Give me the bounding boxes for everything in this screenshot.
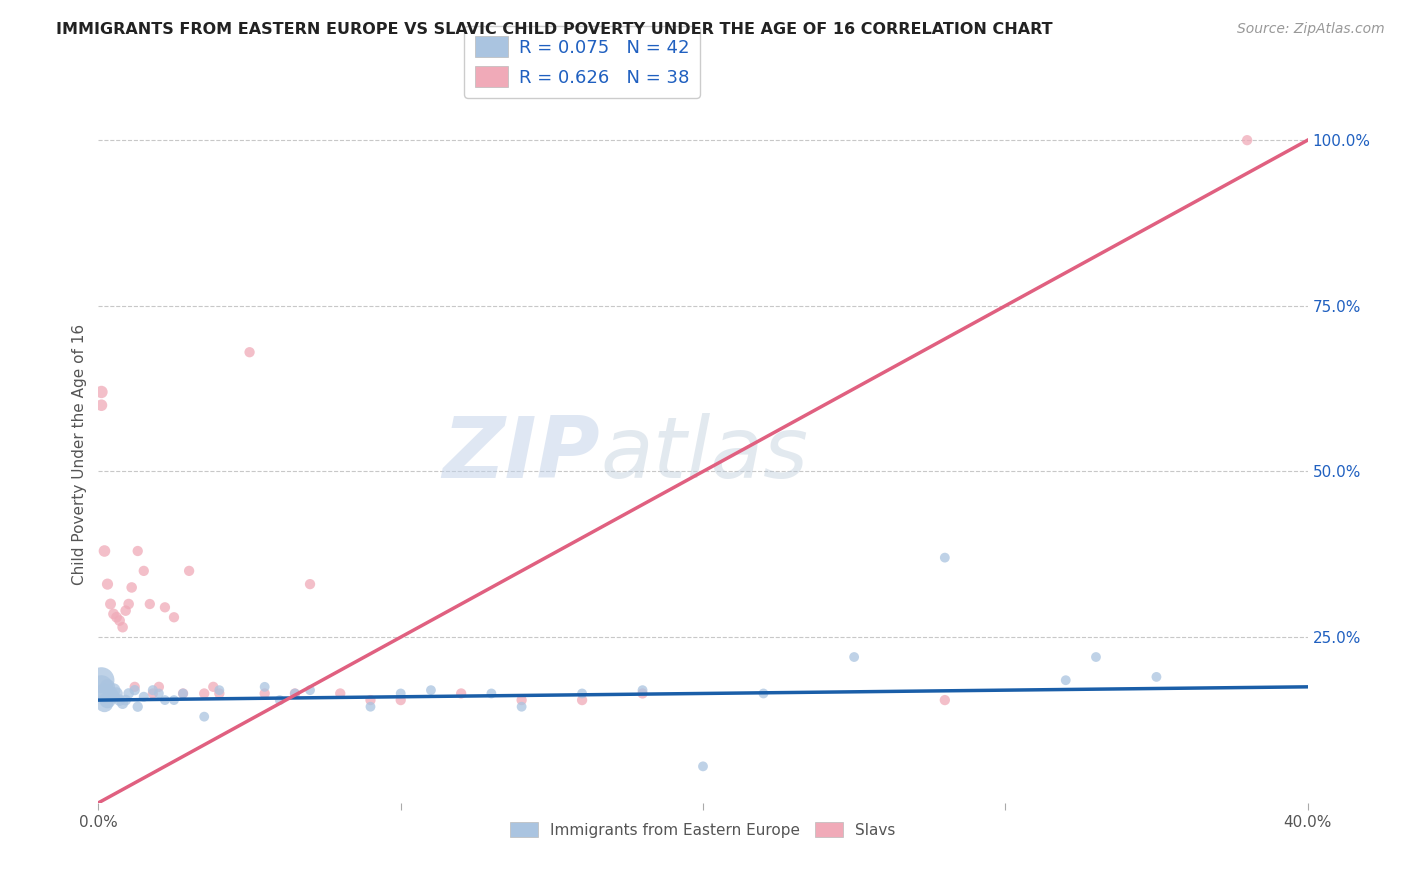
Point <box>299 577 322 591</box>
Point <box>127 699 149 714</box>
Point <box>118 686 141 700</box>
Point <box>631 686 654 700</box>
Point <box>329 686 352 700</box>
Point <box>111 620 134 634</box>
Text: ZIP: ZIP <box>443 413 600 497</box>
Point <box>132 564 155 578</box>
Point <box>172 686 194 700</box>
Text: atlas: atlas <box>600 413 808 497</box>
Point <box>111 697 134 711</box>
Point <box>108 614 131 628</box>
Point <box>100 686 122 700</box>
Point <box>108 693 131 707</box>
Point <box>148 680 170 694</box>
Point <box>389 686 412 700</box>
Point <box>93 544 115 558</box>
Point <box>389 693 412 707</box>
Point <box>90 680 112 694</box>
Point <box>90 673 112 688</box>
Point <box>844 650 866 665</box>
Point <box>148 686 170 700</box>
Point <box>121 581 143 595</box>
Point <box>127 544 149 558</box>
Point <box>510 699 533 714</box>
Point <box>692 759 714 773</box>
Point <box>103 607 125 621</box>
Point <box>360 693 382 707</box>
Point <box>934 693 956 707</box>
Point <box>481 686 503 700</box>
Point <box>202 680 225 694</box>
Point <box>253 680 276 694</box>
Point <box>179 564 201 578</box>
Point <box>139 597 162 611</box>
Point <box>193 686 215 700</box>
Point <box>132 690 155 704</box>
Point <box>105 686 128 700</box>
Text: Source: ZipAtlas.com: Source: ZipAtlas.com <box>1237 22 1385 37</box>
Point <box>93 686 115 700</box>
Point <box>103 683 125 698</box>
Point <box>253 686 276 700</box>
Point <box>752 686 775 700</box>
Point <box>1236 133 1258 147</box>
Point <box>96 680 118 694</box>
Point <box>1144 670 1167 684</box>
Point <box>114 604 136 618</box>
Point <box>208 686 231 700</box>
Point <box>934 550 956 565</box>
Point <box>93 697 115 711</box>
Point <box>631 683 654 698</box>
Point <box>142 683 165 698</box>
Point <box>450 686 472 700</box>
Point <box>284 686 307 700</box>
Point <box>100 597 122 611</box>
Point <box>118 597 141 611</box>
Text: IMMIGRANTS FROM EASTERN EUROPE VS SLAVIC CHILD POVERTY UNDER THE AGE OF 16 CORRE: IMMIGRANTS FROM EASTERN EUROPE VS SLAVIC… <box>56 22 1053 37</box>
Point <box>96 693 118 707</box>
Point <box>1054 673 1077 688</box>
Point <box>105 610 128 624</box>
Point <box>163 610 186 624</box>
Point <box>360 699 382 714</box>
Y-axis label: Child Poverty Under the Age of 16: Child Poverty Under the Age of 16 <box>72 325 87 585</box>
Point <box>208 683 231 698</box>
Point <box>153 693 176 707</box>
Point <box>510 693 533 707</box>
Point <box>420 683 443 698</box>
Point <box>571 693 593 707</box>
Point <box>96 577 118 591</box>
Point <box>172 686 194 700</box>
Point <box>284 686 307 700</box>
Point <box>142 686 165 700</box>
Point <box>571 686 593 700</box>
Point <box>299 683 322 698</box>
Point <box>124 680 146 694</box>
Point <box>1085 650 1108 665</box>
Legend: Immigrants from Eastern Europe, Slavs: Immigrants from Eastern Europe, Slavs <box>505 815 901 844</box>
Point <box>163 693 186 707</box>
Point <box>114 693 136 707</box>
Point <box>124 683 146 698</box>
Point <box>90 384 112 399</box>
Point <box>239 345 262 359</box>
Point <box>103 690 125 704</box>
Point <box>90 398 112 412</box>
Point <box>153 600 176 615</box>
Point <box>269 693 291 707</box>
Point <box>193 709 215 723</box>
